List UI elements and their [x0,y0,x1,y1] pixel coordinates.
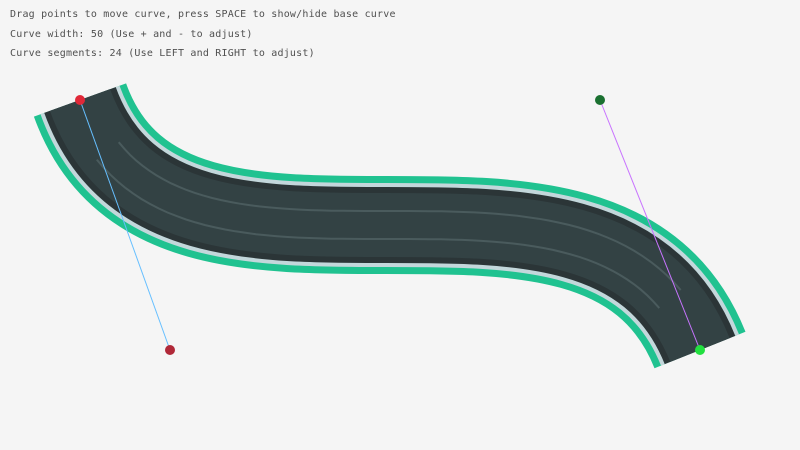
start-tangent-handle[interactable] [165,345,175,355]
start-tangent-line [79,99,171,351]
road-surface [49,88,730,363]
start-point-handle[interactable] [75,95,85,105]
lane-line [96,158,661,309]
end-tangent-line [599,99,701,351]
instruction-segments: Curve segments: 24 (Use LEFT and RIGHT t… [10,48,315,59]
lane-line [117,141,682,291]
instruction-drag: Drag points to move curve, press SPACE t… [10,9,396,20]
end-point-handle[interactable] [695,345,705,355]
end-tangent-handle[interactable] [595,95,605,105]
instruction-width: Curve width: 50 (Use + and - to adjust) [10,29,253,40]
